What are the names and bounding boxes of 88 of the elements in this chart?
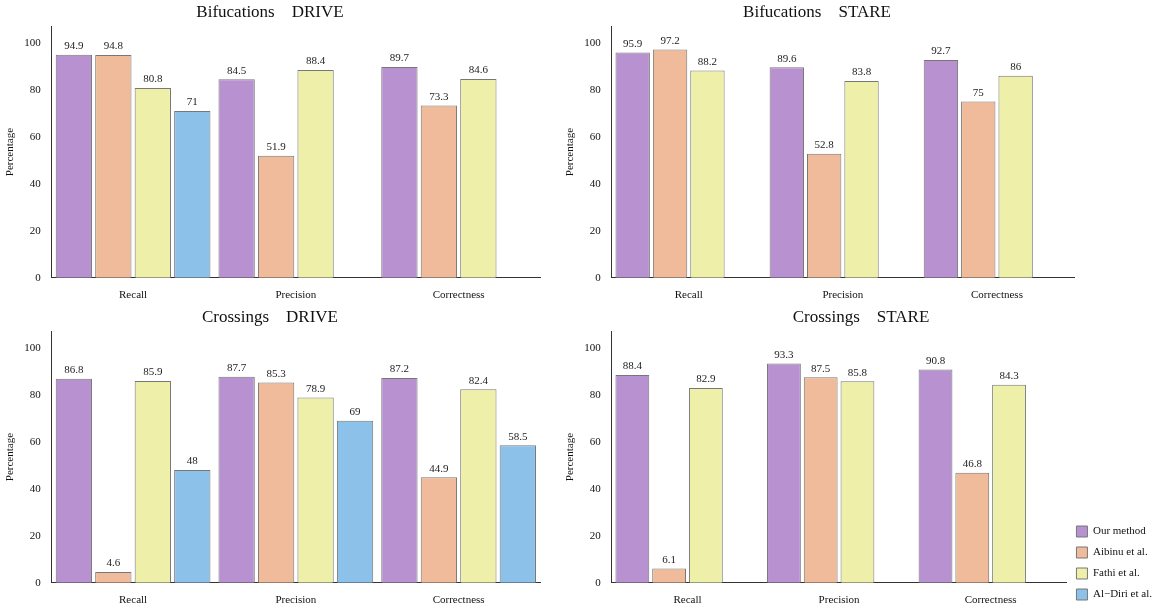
- data-label: 52.8: [814, 138, 835, 151]
- y-tick-label: 100: [584, 340, 602, 353]
- data-label: 6.1: [662, 552, 676, 565]
- data-label: 58.5: [508, 429, 528, 442]
- y-tick-label: 80: [589, 82, 602, 95]
- chart-title: Bifucations DRIVE: [196, 1, 344, 21]
- x-tick-label: Precision: [822, 288, 864, 301]
- data-label: 51.9: [266, 140, 287, 153]
- y-tick-label: 0: [595, 270, 602, 283]
- data-label: 69: [349, 405, 362, 418]
- data-label: 78.9: [305, 381, 326, 394]
- data-label: 82.9: [696, 372, 716, 385]
- data-label: 75: [972, 85, 985, 98]
- data-label: 94.9: [64, 39, 84, 52]
- data-label: 97.2: [660, 33, 680, 46]
- x-tick-label: Recall: [674, 288, 703, 301]
- y-tick-label: 60: [29, 434, 42, 447]
- data-label: 46.8: [962, 457, 983, 470]
- legend-label: Our method: [1092, 524, 1147, 537]
- data-label: 86.8: [64, 363, 84, 376]
- x-tick-label: Precision: [275, 288, 317, 301]
- x-tick-label: Correctness: [432, 593, 485, 606]
- data-label: 94.8: [103, 39, 124, 52]
- data-label: 87.7: [227, 361, 247, 374]
- x-tick-label: Correctness: [964, 593, 1017, 606]
- legend-label: Fathi et al.: [1092, 566, 1140, 579]
- x-tick-label: Precision: [818, 593, 861, 606]
- data-label: 89.7: [389, 51, 410, 64]
- y-axis-title: Percentage: [3, 127, 16, 177]
- y-tick-label: 20: [589, 223, 602, 236]
- y-tick-label: 100: [24, 35, 42, 48]
- chart-title: Bifucations STARE: [743, 1, 891, 21]
- data-label: 85.3: [266, 366, 287, 379]
- data-label: 85.9: [143, 365, 163, 378]
- y-axis-title: Percentage: [563, 432, 576, 482]
- data-label: 82.4: [468, 373, 489, 386]
- data-label: 84.3: [999, 369, 1020, 382]
- data-label: 87.2: [389, 362, 410, 375]
- data-label: 4.6: [106, 556, 121, 569]
- y-tick-label: 100: [24, 340, 42, 353]
- data-label: 80.8: [143, 72, 163, 85]
- data-label: 71: [186, 95, 198, 108]
- data-label: 86: [1010, 60, 1022, 73]
- y-tick-label: 20: [589, 528, 602, 541]
- data-label: 83.8: [851, 65, 872, 78]
- y-tick-label: 80: [589, 387, 602, 400]
- data-label: 87.5: [811, 361, 831, 374]
- chart-title: Crossings STARE: [792, 306, 930, 326]
- y-tick-label: 40: [29, 176, 42, 189]
- data-label: 92.7: [931, 44, 952, 57]
- x-tick-label: Recall: [119, 288, 148, 301]
- x-tick-label: Recall: [673, 593, 702, 606]
- x-tick-label: Correctness: [432, 288, 485, 301]
- y-tick-label: 20: [29, 223, 42, 236]
- y-tick-label: 40: [29, 481, 42, 494]
- data-label: 89.6: [777, 51, 797, 64]
- data-label: 95.9: [623, 36, 643, 49]
- y-tick-label: 100: [584, 35, 602, 48]
- data-label: 44.9: [429, 461, 450, 474]
- x-tick-label: Correctness: [970, 288, 1023, 301]
- y-tick-label: 80: [29, 387, 42, 400]
- data-label: 88.4: [622, 359, 643, 372]
- y-axis-title: Percentage: [563, 127, 576, 177]
- data-label: 88.2: [697, 54, 718, 67]
- chart-title: Crossings DRIVE: [201, 306, 339, 326]
- x-tick-label: Recall: [119, 593, 148, 606]
- y-tick-label: 20: [29, 528, 42, 541]
- data-label: 90.8: [925, 353, 946, 366]
- y-tick-label: 0: [35, 575, 42, 588]
- y-axis-title: Percentage: [3, 432, 16, 482]
- y-tick-label: 0: [35, 270, 42, 283]
- legend-label: Al−Diri et al.: [1092, 587, 1153, 600]
- y-tick-label: 40: [589, 176, 602, 189]
- data-label: 84.5: [227, 63, 247, 76]
- y-tick-label: 60: [589, 129, 602, 142]
- y-tick-label: 60: [29, 129, 42, 142]
- y-tick-label: 40: [589, 481, 602, 494]
- y-tick-label: 60: [589, 434, 602, 447]
- data-label: 93.3: [774, 347, 795, 360]
- y-tick-label: 0: [595, 575, 602, 588]
- legend-label: Aibinu et al.: [1092, 545, 1148, 558]
- x-tick-label: Precision: [275, 593, 317, 606]
- data-label: 84.6: [468, 63, 489, 76]
- data-label: 88.4: [305, 54, 326, 67]
- data-label: 73.3: [429, 89, 450, 102]
- data-label: 48: [186, 454, 199, 467]
- data-label: 85.8: [847, 365, 868, 378]
- y-tick-label: 80: [29, 82, 42, 95]
